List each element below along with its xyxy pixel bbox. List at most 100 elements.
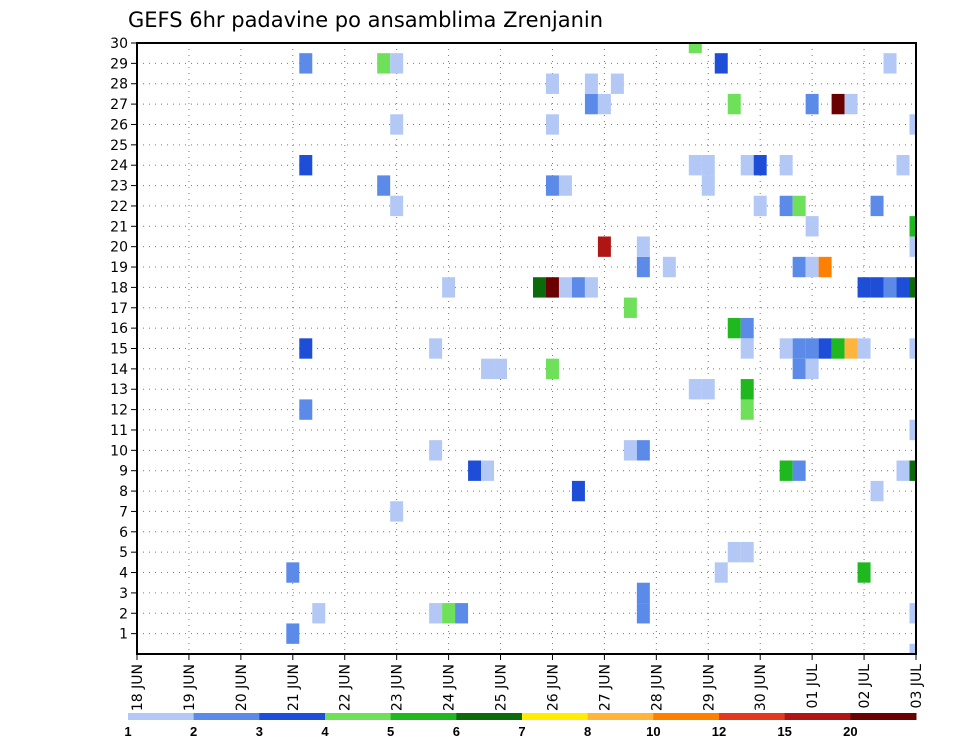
precip-cell [779, 460, 793, 481]
precip-cell [442, 277, 456, 298]
precip-cell [571, 277, 585, 298]
precip-cell [299, 399, 313, 420]
x-tick-label: 22 JUN [338, 664, 354, 711]
y-tick-label: 10 [110, 443, 128, 459]
precip-cell [584, 73, 598, 94]
precip-cell [740, 541, 754, 563]
precip-cell [623, 297, 637, 318]
colorbar-segment [128, 713, 195, 720]
precip-cell [286, 623, 300, 644]
precip-cell [623, 440, 637, 461]
precip-cell [805, 216, 819, 237]
precip-cell [896, 460, 910, 481]
x-tick-label: 24 JUN [442, 664, 458, 711]
y-tick-label: 29 [110, 56, 128, 72]
colorbar-label: 6 [453, 724, 460, 739]
y-tick-label: 15 [110, 342, 128, 358]
precip-cell [299, 155, 313, 176]
y-tick-label: 30 [110, 36, 128, 52]
colorbar-segment [653, 713, 720, 720]
y-tick-label: 9 [119, 464, 128, 480]
precip-cell [714, 562, 728, 583]
precip-cell [312, 603, 326, 624]
colorbar-label: 2 [190, 724, 197, 739]
precip-cell [390, 501, 404, 522]
precip-cell [662, 256, 676, 278]
precip-cell [610, 73, 624, 94]
precip-cell [636, 603, 650, 624]
precip-cell [883, 53, 897, 74]
x-tick-label: 21 JUN [286, 664, 302, 711]
precip-cell [494, 358, 508, 380]
colorbar-segment [784, 713, 851, 720]
y-tick-label: 6 [119, 525, 128, 541]
precip-cell [597, 236, 611, 257]
precip-cell [429, 338, 443, 359]
y-tick-label: 21 [110, 219, 128, 235]
colorbar-segment [325, 713, 392, 720]
precip-cell [818, 256, 832, 278]
colorbar-label: 7 [518, 724, 525, 739]
x-tick-label: 23 JUN [390, 664, 406, 711]
y-tick-label: 16 [110, 321, 128, 337]
precip-cell [688, 43, 702, 54]
colorbar: 1 2 3 4 5 6 7 8 10 12 15 20 [124, 713, 917, 739]
precip-cell [909, 419, 916, 441]
precip-cell [558, 175, 572, 196]
x-tick-label: 20 JUN [234, 664, 250, 711]
precip-cell [831, 93, 845, 115]
precip-cell [377, 53, 391, 74]
precip-cell [909, 338, 916, 359]
precip-cell [909, 277, 916, 298]
precip-cell [909, 643, 916, 654]
precip-cell [727, 541, 741, 563]
precip-cell [779, 155, 793, 176]
y-tick-label: 25 [110, 138, 128, 154]
colorbar-segment [719, 713, 786, 720]
precip-cell [429, 440, 443, 461]
precip-cell [377, 175, 391, 196]
precip-cell [805, 338, 819, 359]
precip-cell [779, 195, 793, 217]
precip-cell [390, 53, 404, 74]
precip-cell [727, 317, 741, 339]
chart-title: GEFS 6hr padavine po ansamblima Zrenjani… [128, 8, 603, 32]
precip-cell [805, 93, 819, 115]
precip-cell [740, 317, 754, 339]
precip-cell [688, 379, 702, 400]
colorbar-segment [390, 713, 457, 720]
precip-cell [636, 256, 650, 278]
precip-cell [636, 582, 650, 604]
colorbar-label: 1 [124, 724, 131, 739]
precipitation-cells [286, 43, 916, 654]
axis-ticks: 1234567891011121314151617181920212223242… [110, 36, 925, 711]
precip-cell [636, 440, 650, 461]
y-tick-label: 12 [110, 403, 128, 419]
precip-cell [909, 236, 916, 257]
colorbar-label: 4 [321, 724, 329, 739]
precip-cell [792, 460, 806, 481]
precip-cell [701, 379, 715, 400]
precip-cell [805, 256, 819, 278]
precip-cell [831, 338, 845, 359]
precip-cell [753, 155, 767, 176]
precip-cell [844, 338, 858, 359]
y-tick-label: 19 [110, 260, 128, 276]
precip-cell [545, 114, 559, 135]
precip-cell [545, 277, 559, 298]
precip-cell [481, 358, 495, 380]
x-tick-label: 25 JUN [494, 664, 510, 711]
colorbar-segment [259, 713, 326, 720]
precip-cell [792, 195, 806, 217]
colorbar-segment [456, 713, 523, 720]
precip-cell [792, 358, 806, 380]
precip-cell [584, 277, 598, 298]
precip-cell [909, 216, 916, 237]
precip-cell [455, 603, 469, 624]
y-tick-label: 2 [119, 606, 128, 622]
precip-cell [792, 256, 806, 278]
y-tick-label: 11 [110, 423, 128, 439]
x-tick-label: 01 JUL [805, 664, 821, 709]
precip-cell [896, 155, 910, 176]
